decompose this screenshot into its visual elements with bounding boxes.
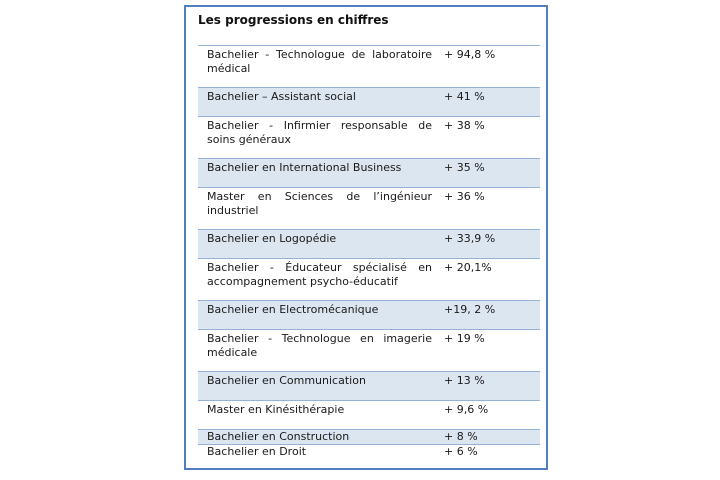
table-row: Bachelier en Electromécanique +19, 2 % — [198, 300, 540, 329]
growth-value: + 35 % — [444, 161, 485, 174]
program-name: Bachelier en Logopédie — [207, 232, 337, 245]
table-row: Bachelier en Droit + 6 % — [198, 444, 540, 459]
table-row: Bachelier - Infirmier responsable de soi… — [198, 116, 540, 158]
program-name: Bachelier - Éducateur spécialisé en acco… — [207, 261, 432, 288]
program-name: Bachelier en Communication — [207, 374, 366, 387]
table-row: Master en Kinésithérapie + 9,6 % — [198, 400, 540, 429]
growth-value: +19, 2 % — [444, 303, 496, 316]
growth-value: + 41 % — [444, 90, 485, 103]
program-name: Bachelier - Technologue en imagerie médi… — [207, 332, 432, 359]
table-row: Bachelier - Technologue en imagerie médi… — [198, 329, 540, 371]
growth-value: + 94,8 % — [444, 48, 496, 61]
program-name: Master en Sciences de l’ingénieur indust… — [207, 190, 432, 217]
growth-value: + 19 % — [444, 332, 485, 345]
table-row: Bachelier en Communication + 13 % — [198, 371, 540, 400]
table-row: Bachelier en Logopédie + 33,9 % — [198, 229, 540, 258]
program-name: Bachelier – Assistant social — [207, 90, 356, 103]
program-name: Bachelier en Construction — [207, 430, 350, 443]
panel-title: Les progressions en chiffres — [198, 13, 389, 27]
growth-value: + 38 % — [444, 119, 485, 132]
table-row: Master en Sciences de l’ingénieur indust… — [198, 187, 540, 229]
program-name: Bachelier - Infirmier responsable de soi… — [207, 119, 432, 146]
program-name: Bachelier en International Business — [207, 161, 402, 174]
table-row: Bachelier - Éducateur spécialisé en acco… — [198, 258, 540, 300]
growth-value: + 36 % — [444, 190, 485, 203]
growth-value: + 13 % — [444, 374, 485, 387]
program-name: Master en Kinésithérapie — [207, 403, 345, 416]
table-row: Bachelier en Construction + 8 % — [198, 429, 540, 444]
table-row: Bachelier – Assistant social + 41 % — [198, 87, 540, 116]
growth-value: + 8 % — [444, 430, 478, 443]
program-name: Bachelier - Technologue de laboratoire m… — [207, 48, 432, 75]
growth-value: + 6 % — [444, 445, 478, 458]
progressions-panel: Les progressions en chiffres Bachelier -… — [184, 5, 548, 470]
growth-value: + 9,6 % — [444, 403, 489, 416]
table-row: Bachelier - Technologue de laboratoire m… — [198, 45, 540, 87]
program-name: Bachelier en Electromécanique — [207, 303, 379, 316]
growth-value: + 20,1% — [444, 261, 492, 274]
program-name: Bachelier en Droit — [207, 445, 307, 458]
growth-value: + 33,9 % — [444, 232, 496, 245]
table-row: Bachelier en International Business + 35 … — [198, 158, 540, 187]
progressions-table: Bachelier - Technologue de laboratoire m… — [198, 45, 540, 459]
